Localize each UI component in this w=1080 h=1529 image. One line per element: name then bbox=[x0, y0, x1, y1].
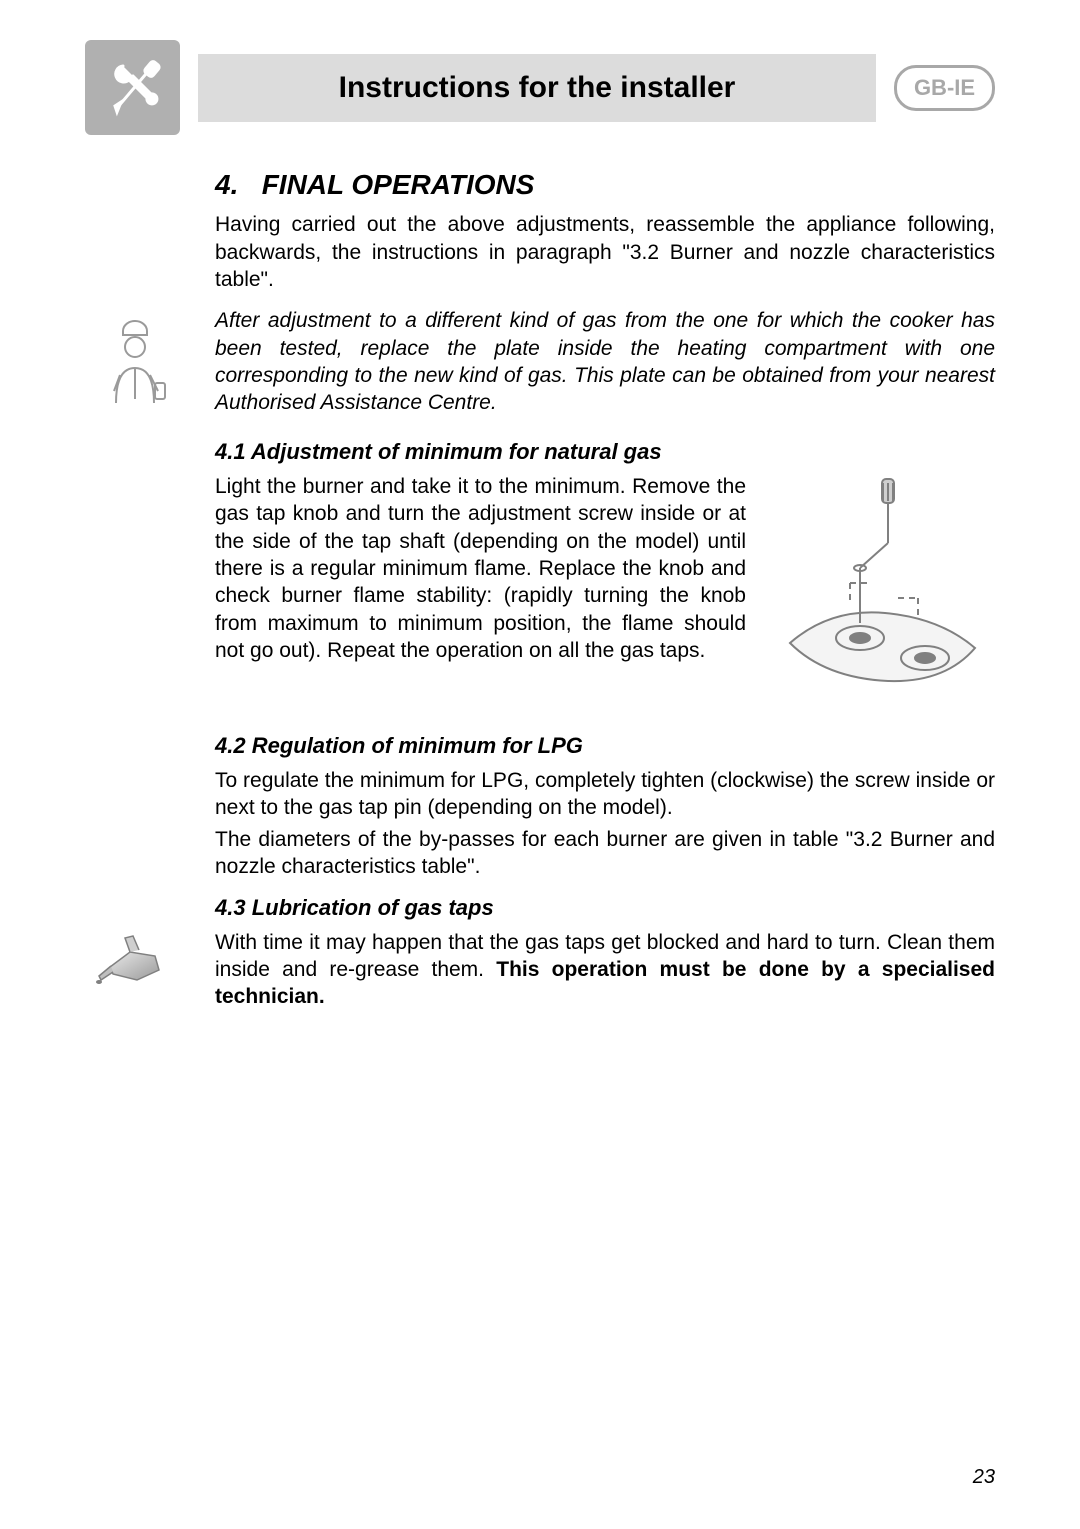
section-number: 4. bbox=[215, 169, 238, 200]
region-badge: GB-IE bbox=[894, 65, 995, 111]
safety-note-text: After adjustment to a different kind of … bbox=[215, 307, 995, 416]
content-area: 4. FINAL OPERATIONS Having carried out t… bbox=[215, 167, 995, 1025]
sub41-row: Light the burner and take it to the mini… bbox=[215, 473, 995, 710]
sub42-body2: The diameters of the by-passes for each … bbox=[215, 826, 995, 881]
oil-can-icon bbox=[85, 894, 185, 992]
subheading-4-1: 4.1 Adjustment of minimum for natural ga… bbox=[215, 438, 995, 467]
sub43-row: 4.3 Lubrication of gas taps With time it… bbox=[85, 894, 995, 1024]
sub41-body: Light the burner and take it to the mini… bbox=[215, 473, 746, 664]
document-page: Instructions for the installer GB-IE 4. … bbox=[0, 0, 1080, 1529]
adjustment-diagram-icon bbox=[770, 473, 995, 710]
section-intro: Having carried out the above adjustments… bbox=[215, 211, 995, 293]
section-heading: 4. FINAL OPERATIONS bbox=[215, 167, 995, 203]
tools-icon bbox=[85, 40, 180, 135]
sub42-body1: To regulate the minimum for LPG, complet… bbox=[215, 767, 995, 822]
subheading-4-3: 4.3 Lubrication of gas taps bbox=[215, 894, 995, 923]
safety-note-row: After adjustment to a different kind of … bbox=[85, 307, 995, 416]
sub43-text: With time it may happen that the gas tap… bbox=[215, 929, 995, 1011]
sub43-body: 4.3 Lubrication of gas taps With time it… bbox=[215, 894, 995, 1024]
section-title: FINAL OPERATIONS bbox=[262, 169, 535, 200]
page-header: Instructions for the installer GB-IE bbox=[85, 40, 995, 135]
page-number: 23 bbox=[973, 1466, 995, 1489]
subheading-4-2: 4.2 Regulation of minimum for LPG bbox=[215, 732, 995, 761]
technician-icon bbox=[85, 307, 185, 408]
header-title: Instructions for the installer bbox=[198, 54, 876, 122]
